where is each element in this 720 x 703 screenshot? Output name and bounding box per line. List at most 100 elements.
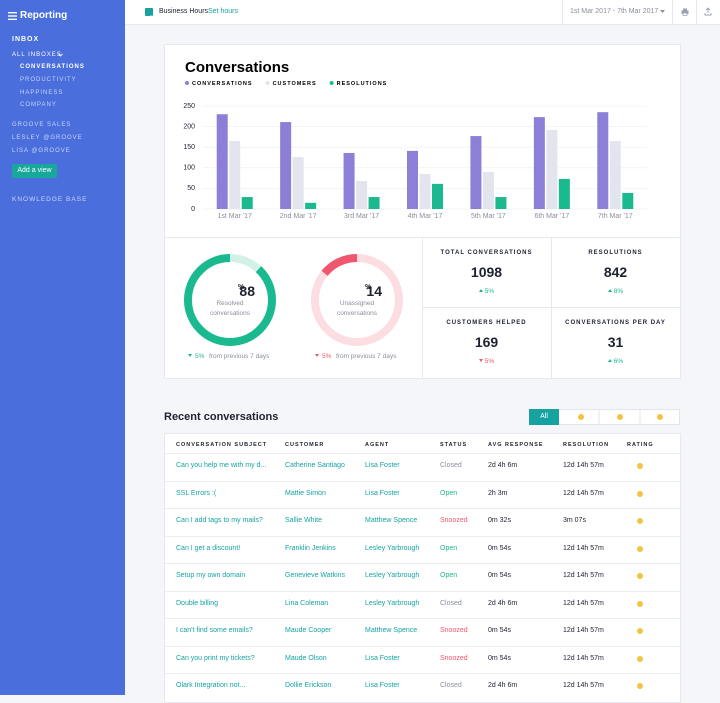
cell-avg-response: 2d 4h 6m [488, 462, 518, 469]
inbox-item[interactable]: LISA @GROOVE [12, 148, 71, 154]
y-tick-label: 200 [183, 123, 195, 130]
cell-subject[interactable]: SSL Errors :( [176, 489, 217, 497]
y-tick-label: 100 [183, 165, 195, 172]
stat-label: TOTAL CONVERSATIONS [440, 250, 533, 256]
cell-agent[interactable]: Lisa Foster [365, 489, 400, 497]
x-tick-label: 6th Mar '17 [534, 213, 569, 220]
cell-customer[interactable]: Dollie Erickson [285, 682, 332, 689]
add-view-button[interactable]: Add a view [12, 164, 57, 178]
bar [292, 157, 304, 209]
nav-item[interactable]: CONVERSATIONS [20, 64, 85, 70]
export-icon[interactable] [704, 7, 712, 16]
nav-item[interactable]: COMPANY [20, 102, 57, 109]
inbox-item[interactable]: GROOVE SALES [12, 122, 72, 128]
cell-subject[interactable]: I can't find some emails? [176, 627, 253, 634]
cell-customer[interactable]: Maude Olson [285, 654, 327, 662]
cell-subject[interactable]: Double billing [176, 599, 219, 607]
cell-agent[interactable]: Lesley Yarbrough [365, 572, 420, 579]
x-tick-label: 2nd Mar '17 [280, 213, 317, 220]
bar [368, 197, 380, 209]
tab-all[interactable]: All [529, 409, 559, 425]
inbox-group[interactable]: ALL INBOXES [12, 52, 62, 58]
rating-icon [637, 463, 643, 469]
cell-subject[interactable]: Can I add tags to my mails? [176, 517, 263, 524]
cell-subject[interactable]: Olark Integration not... [176, 682, 246, 689]
x-tick-label: 1st Mar '17 [218, 213, 253, 220]
cell-subject[interactable]: Can I get a discount! [176, 544, 241, 552]
cell-agent[interactable]: Lisa Foster [365, 682, 400, 689]
bar [482, 171, 494, 209]
cell-avg-response: 0m 32s [488, 517, 511, 524]
column-header: AVG RESPONSE [488, 442, 544, 448]
bar [280, 122, 292, 209]
checkbox[interactable] [145, 8, 153, 20]
cell-agent[interactable]: Lesley Yarbrough [365, 599, 420, 607]
cell-resolution: 12d 14h 57m [563, 682, 604, 689]
row-divider [165, 618, 680, 619]
column-header: STATUS [440, 442, 468, 448]
divider [696, 0, 697, 24]
bar [305, 202, 317, 209]
legend-swatch [265, 81, 270, 85]
cell-subject[interactable]: Can you print my tickets? [176, 654, 255, 662]
sidebar-title: Reporting [20, 10, 68, 21]
cell-customer[interactable]: Mattie Simon [285, 489, 326, 497]
bar [419, 173, 431, 209]
cell-customer[interactable]: Maude Cooper [285, 627, 332, 634]
nav-item[interactable]: HAPPINESS [20, 89, 64, 96]
set-hours-link[interactable]: Set hours [208, 8, 238, 15]
x-tick-label: 7th Mar '17 [598, 213, 633, 220]
donut-note: from previous 7 days [209, 353, 270, 360]
x-tick-label: 5th Mar '17 [471, 213, 506, 220]
cell-customer[interactable]: Sallie White [285, 517, 322, 524]
donut-note: from previous 7 days [336, 353, 397, 360]
bar [216, 114, 228, 209]
legend-swatch [329, 81, 334, 85]
rating-tabs[interactable] [559, 409, 680, 425]
cell-agent[interactable]: Lisa Foster [365, 462, 400, 469]
cell-customer[interactable]: Genevieve Watkins [285, 572, 346, 579]
arrow [315, 354, 319, 357]
cell-status: Snoozed [440, 517, 468, 524]
cell-avg-response: 2h 3m [488, 489, 508, 497]
donut-label: Resolved conversations [209, 300, 251, 317]
y-tick-label: 150 [183, 144, 195, 151]
menu-icon[interactable] [8, 12, 17, 20]
cell-agent[interactable]: Lesley Yarbrough [365, 544, 420, 552]
row-divider [165, 590, 680, 592]
divider [562, 0, 563, 24]
inbox-item[interactable]: LESLEY @GROOVE [12, 135, 83, 141]
row-divider [165, 453, 680, 454]
knowledge-base[interactable]: KNOWLEDGE BASE [12, 196, 88, 203]
donut-arc [311, 254, 403, 346]
cell-subject[interactable]: Setup my own domain [176, 572, 246, 579]
chevron [58, 53, 63, 57]
divider [672, 0, 673, 24]
cell-customer[interactable]: Franklin Jenkins [285, 544, 336, 552]
cell-resolution: 12d 14h 57m [563, 572, 604, 579]
bar [432, 183, 443, 209]
rating-icon [637, 573, 643, 579]
cell-resolution: 12d 14h 57m [563, 462, 604, 469]
stat-value: 842 [603, 264, 628, 280]
cell-avg-response: 2d 4h 6m [488, 599, 518, 607]
cell-agent[interactable]: Matthew Spence [365, 627, 418, 634]
cell-customer[interactable]: Lina Coleman [285, 599, 329, 607]
cell-agent[interactable]: Matthew Spence [365, 517, 418, 524]
print-icon[interactable] [681, 8, 689, 16]
nav-item[interactable]: PRODUCTIVITY [20, 76, 77, 83]
cell-resolution: 12d 14h 57m [563, 599, 604, 607]
x-tick-label: 4th Mar '17 [408, 213, 443, 220]
cell-status: Open [440, 489, 458, 497]
cell-agent[interactable]: Lisa Foster [365, 654, 400, 662]
rating-icon [637, 490, 643, 497]
cell-avg-response: 0m 54s [488, 572, 511, 579]
cell-customer[interactable]: Catherine Santiago [285, 462, 345, 469]
rating-icon [637, 600, 643, 607]
date-range[interactable]: 1st Mar 2017 - 7th Mar 2017 [570, 8, 659, 15]
column-header: CONVERSATION SUBJECT [176, 442, 268, 448]
rating-icon [637, 655, 643, 662]
row-divider [165, 535, 680, 537]
cell-subject[interactable]: Can you help me with my d... [176, 462, 267, 469]
